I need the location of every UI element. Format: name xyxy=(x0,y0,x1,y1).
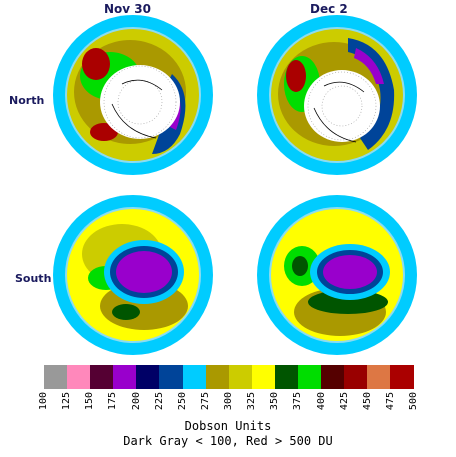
legend-tick-label: 225 xyxy=(153,392,165,411)
legend-tick-label: 350 xyxy=(269,392,281,411)
legend-tick-label: 325 xyxy=(246,392,258,411)
ozone-map-south-nov30 xyxy=(53,195,213,355)
legend-tick-label: 275 xyxy=(199,392,211,411)
ozone-map-north-nov30 xyxy=(53,15,213,175)
legend-swatch xyxy=(344,365,368,389)
legend-tick-label: 250 xyxy=(176,392,188,411)
ozone-map-north-dec2 xyxy=(257,15,417,175)
legend-tick-label: 125 xyxy=(61,392,73,411)
legend-tick-label: 175 xyxy=(107,392,119,411)
legend-swatch xyxy=(228,365,252,389)
legend-swatch xyxy=(113,365,137,389)
legend-caption-range: Dark Gray < 100, Red > 500 DU xyxy=(123,434,333,448)
legend-swatch xyxy=(205,365,229,389)
ozone-map-south-dec2 xyxy=(257,195,417,355)
row-label-south: South xyxy=(15,272,52,285)
legend-swatch xyxy=(321,365,345,389)
legend-swatch xyxy=(159,365,183,389)
legend-tick-label: 425 xyxy=(338,392,350,411)
legend-tick-label: 100 xyxy=(38,392,49,411)
legend-tick-label: 475 xyxy=(384,392,396,411)
legend-tick-labels: 100 125 150 175 200 225 250 275 300 325 350 375 400 4… xyxy=(38,392,419,422)
date-label-dec2: Dec 2 xyxy=(310,2,348,16)
legend-caption-units: Dobson Units xyxy=(184,419,272,433)
legend-tick-label: 450 xyxy=(361,392,373,411)
legend-swatch xyxy=(251,365,275,389)
legend-tick-label: 500 xyxy=(408,392,419,411)
legend-swatch xyxy=(274,365,299,389)
legend-tick-label: 200 xyxy=(130,392,142,411)
legend-tick-label: 400 xyxy=(315,392,327,411)
legend-swatch xyxy=(390,365,414,389)
row-label-north: North xyxy=(9,94,45,107)
date-label-nov30: Nov 30 xyxy=(104,2,151,16)
legend-swatch xyxy=(182,365,206,389)
legend-swatch xyxy=(298,365,322,389)
legend-tick-label: 150 xyxy=(84,392,96,411)
legend-swatch xyxy=(67,365,91,389)
color-legend xyxy=(44,365,414,389)
legend-swatch xyxy=(136,365,160,389)
legend-tick-label: 375 xyxy=(292,392,304,411)
legend-swatch xyxy=(367,365,391,389)
legend-tick-label: 300 xyxy=(223,392,234,411)
legend-swatch xyxy=(90,365,114,389)
legend-swatch xyxy=(44,365,68,389)
